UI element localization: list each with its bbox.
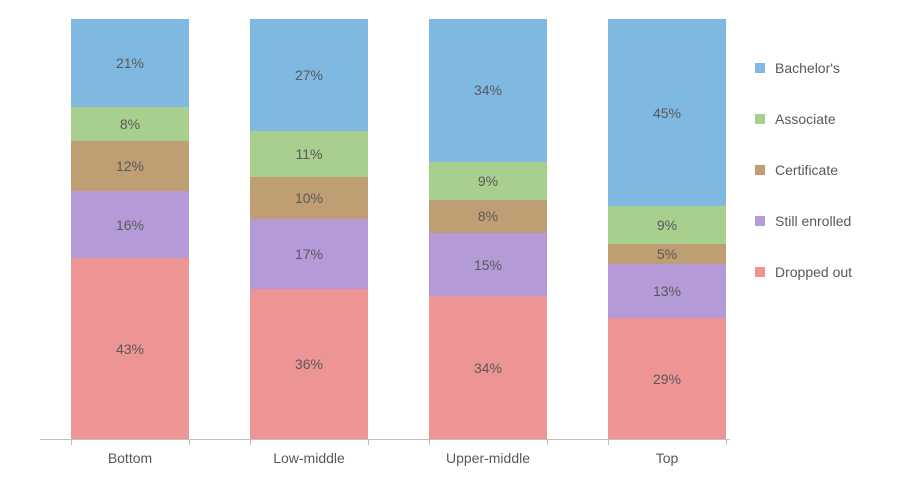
x-axis-label: Upper-middle <box>408 450 568 466</box>
legend-swatch <box>755 63 765 73</box>
plot-area: 43%16%12%8%21%36%17%10%11%27%34%15%8%9%3… <box>40 20 730 440</box>
bar-segment: 9% <box>429 162 547 200</box>
x-tick <box>726 439 727 445</box>
bar-value-label: 10% <box>295 190 323 206</box>
x-tick <box>547 439 548 445</box>
bar-value-label: 11% <box>296 146 323 162</box>
x-axis-label: Low-middle <box>229 450 389 466</box>
bar-segment: 5% <box>608 244 726 265</box>
legend-label: Still enrolled <box>775 213 851 229</box>
x-tick <box>250 439 251 445</box>
legend-swatch <box>755 267 765 277</box>
legend-item: Dropped out <box>755 264 895 280</box>
legend-item: Still enrolled <box>755 213 895 229</box>
bar-value-label: 34% <box>474 82 502 98</box>
legend-item: Associate <box>755 111 895 127</box>
legend: Bachelor's Associate Certificate Still enro… <box>755 60 895 315</box>
bar-group: 29% 13% 5% 9% 45% <box>608 19 726 439</box>
legend-swatch <box>755 114 765 124</box>
bar-segment: 11% <box>250 131 368 177</box>
x-axis-labels: BottomLow-middleUpper-middleTop <box>40 450 730 480</box>
stacked-bar-chart: 43%16%12%8%21%36%17%10%11%27%34%15%8%9%3… <box>0 0 900 500</box>
legend-label: Certificate <box>775 162 838 178</box>
x-tick <box>71 439 72 445</box>
x-tick <box>608 439 609 445</box>
bar-group: 36% 17% 10% 11% 27% <box>250 19 368 439</box>
x-axis-label: Bottom <box>50 450 210 466</box>
legend-swatch <box>755 165 765 175</box>
bar-segment: 13% <box>608 264 726 318</box>
legend-item: Certificate <box>755 162 895 178</box>
bar-segment: 27% <box>250 19 368 131</box>
bar-segment: 34% <box>429 19 547 162</box>
bar-value-label: 27% <box>295 67 323 83</box>
x-tick <box>189 439 190 445</box>
legend-label: Associate <box>775 111 836 127</box>
bar-value-label: 16% <box>116 217 144 233</box>
bar-segment: 16% <box>71 191 189 258</box>
bar-value-label: 9% <box>657 217 677 233</box>
bar-segment: 10% <box>250 177 368 219</box>
bar-segment: 8% <box>429 200 547 234</box>
bar-value-label: 13% <box>653 283 681 299</box>
bar-segment: 36% <box>250 289 368 439</box>
bar-value-label: 43% <box>116 341 144 357</box>
bar-segment: 21% <box>71 19 189 107</box>
bar-value-label: 9% <box>478 173 498 189</box>
bar-segment: 29% <box>608 318 726 439</box>
legend-swatch <box>755 216 765 226</box>
bar-segment: 12% <box>71 141 189 191</box>
x-axis-label: Top <box>587 450 747 466</box>
bar-segment: 45% <box>608 19 726 206</box>
bar-value-label: 12% <box>116 158 144 174</box>
bar-segment: 17% <box>250 219 368 290</box>
bar-value-label: 15% <box>474 257 502 273</box>
bar-segment: 8% <box>71 107 189 141</box>
bar-value-label: 21% <box>116 55 144 71</box>
bar-value-label: 36% <box>295 356 323 372</box>
bar-segment: 43% <box>71 258 189 439</box>
x-tick <box>368 439 369 445</box>
bar-value-label: 34% <box>474 360 502 376</box>
bar-segment: 34% <box>429 296 547 439</box>
bar-value-label: 45% <box>653 105 681 121</box>
legend-item: Bachelor's <box>755 60 895 76</box>
legend-label: Bachelor's <box>775 60 840 76</box>
bar-value-label: 8% <box>120 116 140 132</box>
bar-value-label: 17% <box>295 246 323 262</box>
bar-segment: 15% <box>429 233 547 296</box>
bar-value-label: 29% <box>653 371 681 387</box>
bar-group: 43% 16% 12% 8% 21% <box>71 19 189 439</box>
legend-label: Dropped out <box>775 264 852 280</box>
bar-group: 34% 15% 8% 9% 34% <box>429 19 547 439</box>
bar-segment: 9% <box>608 206 726 243</box>
bar-value-label: 8% <box>478 208 498 224</box>
bar-value-label: 5% <box>657 246 677 262</box>
x-tick <box>429 439 430 445</box>
